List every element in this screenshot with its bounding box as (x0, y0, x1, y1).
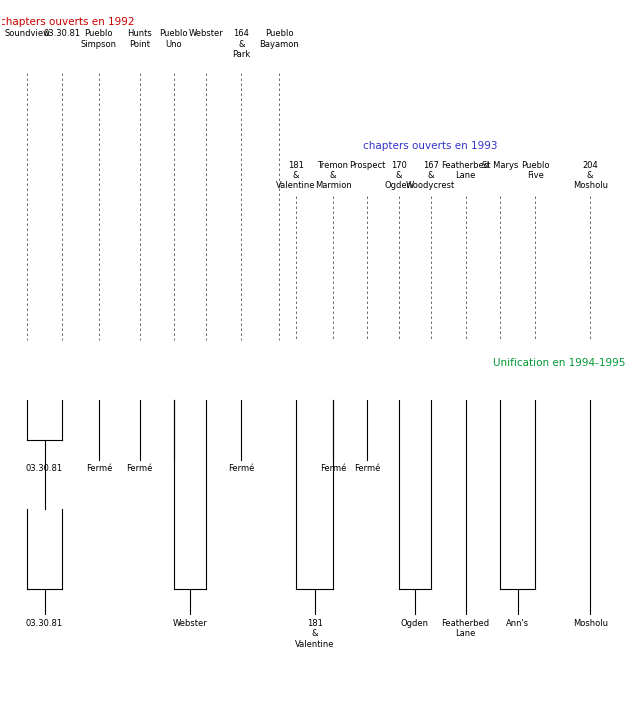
Text: Fermé: Fermé (228, 464, 255, 472)
Text: 03.30.81: 03.30.81 (26, 619, 63, 628)
Text: Tremon
&
Marmion: Tremon & Marmion (315, 161, 351, 191)
Text: 03.30.81: 03.30.81 (43, 29, 81, 38)
Text: chapters ouverts en 1993: chapters ouverts en 1993 (364, 141, 498, 151)
Text: 181
&
Valentine: 181 & Valentine (277, 161, 316, 191)
Text: Webster: Webster (189, 29, 224, 38)
Text: Ann's: Ann's (506, 619, 530, 628)
Text: 170
&
Ogden: 170 & Ogden (385, 161, 413, 191)
Text: Mosholu: Mosholu (573, 619, 608, 628)
Text: Pueblo
Uno: Pueblo Uno (160, 29, 188, 49)
Text: 03.30.81: 03.30.81 (26, 464, 63, 472)
Text: Ogden: Ogden (401, 619, 429, 628)
Text: Pueblo
Bayamon: Pueblo Bayamon (259, 29, 299, 49)
Text: Pueblo
Simpson: Pueblo Simpson (81, 29, 117, 49)
Text: Fermé: Fermé (126, 464, 153, 472)
Text: Fermé: Fermé (354, 464, 380, 472)
Text: Prospect: Prospect (349, 161, 385, 170)
Text: chapters ouverts en 1992: chapters ouverts en 1992 (0, 17, 135, 27)
Text: 204
&
Mosholu: 204 & Mosholu (573, 161, 608, 191)
Text: 167
&
Woodycrest: 167 & Woodycrest (406, 161, 455, 191)
Text: Featherbed
Lane: Featherbed Lane (441, 619, 490, 639)
Text: Pueblo
Five: Pueblo Five (521, 161, 550, 180)
Text: Hunts
Point: Hunts Point (127, 29, 152, 49)
Text: Fermé: Fermé (320, 464, 346, 472)
Text: St Marys: St Marys (482, 161, 518, 170)
Text: Fermé: Fermé (86, 464, 112, 472)
Text: Webster: Webster (173, 619, 207, 628)
Text: 181
&
Valentine: 181 & Valentine (295, 619, 334, 649)
Text: Unification en 1994-1995: Unification en 1994-1995 (493, 358, 625, 368)
Text: 164
&
Park: 164 & Park (232, 29, 250, 59)
Text: Soundview: Soundview (4, 29, 50, 38)
Text: Featherbed
Lane: Featherbed Lane (441, 161, 490, 180)
